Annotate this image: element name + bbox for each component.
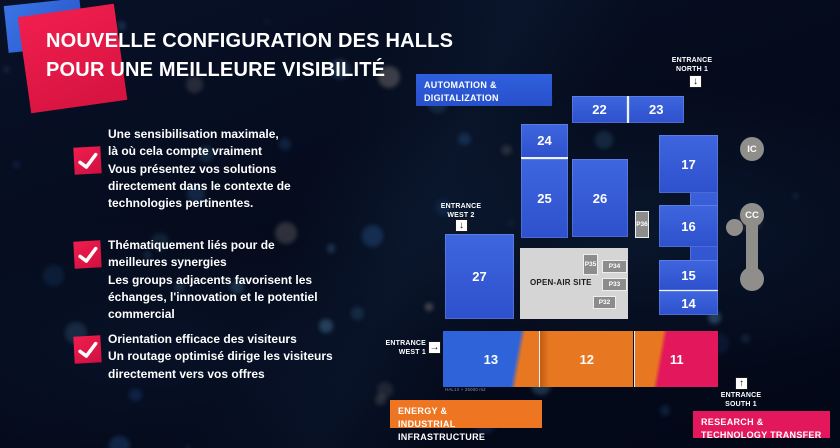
bokeh-dot [457,132,471,146]
parking-p35: P35 [583,254,598,275]
bokeh-dot [361,225,383,247]
bokeh-dot [330,58,350,79]
hall-11-label: 11 [669,351,684,367]
zone-research-technology-transfer: RESEARCH & TECHNOLOGY TRANSFER [693,411,830,440]
bokeh-dot [187,184,206,203]
arrow-up-icon: ↑ [735,377,748,390]
check-icon [73,240,102,269]
bokeh-dot [229,279,245,295]
bokeh-dot [740,334,750,344]
bokeh-dot [351,307,365,321]
bokeh-dot [376,381,393,398]
parking-p34: P34 [602,260,627,273]
map-caption: HAL13 + 25000 m2 [445,387,486,392]
hall-12: 12 [540,331,634,387]
bullet-2-heading: Thématiquement liés pour de meilleures s… [108,238,275,270]
hall-13: 13 [443,331,539,387]
hall-separator [633,331,636,387]
entrance-north-1-label: ENTRANCE NORTH 1 [671,57,713,73]
bokeh-dot [425,303,433,311]
building-ic: IC [740,137,764,161]
bokeh-dot [500,144,512,156]
bullet-3: Orientation efficace des visiteurs Un ro… [108,331,333,383]
bokeh-dot [507,219,516,228]
bokeh-dot [197,145,214,162]
hall-24: 24 [521,124,568,158]
hall-separator [538,331,541,387]
skywalk-node [726,219,743,236]
bokeh-dot [792,193,799,199]
check-icon [73,335,102,364]
bullet-1-heading: Une sensibilisation maximale, là où cela… [108,127,279,159]
bokeh-dot [278,137,292,151]
hall-separator [659,289,718,292]
bokeh-dot [3,66,10,74]
bokeh-dot [43,265,64,287]
parking-p32: P32 [593,296,616,309]
title-line2: POUR UNE MEILLEURE VISIBILITÉ [46,59,386,81]
cc-label: CC [745,209,759,221]
bokeh-dot [173,281,185,293]
hall-14: 14 [659,291,718,315]
bokeh-dot [274,221,297,244]
bullet-1-body: Vous présentez vos solutions directement… [108,161,291,211]
page-title: NOUVELLE CONFIGURATION DES HALLS POUR UN… [46,27,453,85]
bullet-3-body: Un routage optimisé dirige les visiteurs… [108,349,333,381]
building-cc: CC [740,203,764,227]
entrance-west-1-label: ENTRANCE WEST 1 [385,340,426,356]
bokeh-dot [660,405,671,416]
bokeh-dot [13,161,20,168]
bokeh-dot [185,445,191,448]
entrance-west-2-label: ENTRANCE WEST 2 [440,203,482,219]
hall-16: 16 [659,205,718,247]
bokeh-dot [116,21,127,31]
bokeh-dot [319,318,333,333]
arrow-down-icon: ↓ [689,75,702,88]
hall-15: 15 [659,260,718,290]
hall-22: 22 [572,96,627,123]
bokeh-dot [129,388,143,402]
zone-automation-digitalization: AUTOMATION & DIGITALIZATION [416,74,552,106]
parking-p36: P36 [635,211,649,238]
skywalk-bar [746,213,758,283]
bullet-3-heading: Orientation efficace des visiteurs [108,332,297,346]
hall-26: 26 [572,159,628,237]
bokeh-dot [378,65,400,88]
parking-p33: P33 [602,278,627,291]
bokeh-dot [595,130,614,149]
bokeh-dot [434,198,453,217]
hall-13-label: 13 [483,351,499,367]
bullet-1: Une sensibilisation maximale, là où cela… [108,126,291,212]
skywalk-end-node [740,267,764,291]
zone-energy-industrial-infrastructure: ENERGY & INDUSTRIAL INFRASTRUCTURE [390,400,542,442]
hall-25: 25 [521,159,568,238]
hall-11: 11 [635,331,719,387]
hall-separator [627,96,629,123]
open-air-site-label: OPEN-AIR SITE [530,278,592,287]
hall-23: 23 [628,96,684,123]
hall-27: 27 [445,234,514,319]
hall-12-label: 12 [579,351,595,367]
hall-separator [521,157,568,159]
bokeh-dot [375,393,387,405]
ic-label: IC [747,143,757,155]
title-line1: NOUVELLE CONFIGURATION DES HALLS [46,30,454,52]
bokeh-dot [143,251,151,259]
arrow-right-icon: → [428,341,441,354]
bokeh-dot [150,233,169,252]
bokeh-dot [155,351,162,357]
arrow-down-icon: ↓ [455,219,468,232]
check-icon [73,146,102,175]
bokeh-dot [109,435,130,448]
bokeh-dot [263,19,271,26]
entrance-south-1-label: ENTRANCE SOUTH 1 [720,392,762,408]
bullet-2-body: Les groups adjacents favorisent les écha… [108,272,318,322]
bokeh-dot [327,244,336,253]
bokeh-dot [185,75,203,94]
bullet-2: Thématiquement liés pour de meilleures s… [108,237,318,323]
hall-17: 17 [659,135,718,193]
